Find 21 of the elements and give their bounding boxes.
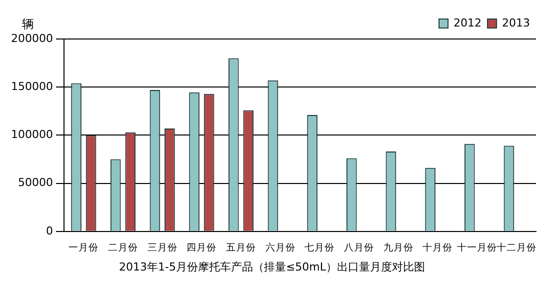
- y-tick-label: 0: [46, 224, 53, 238]
- legend-label: 2012: [454, 16, 482, 30]
- y-tick-label: 100000: [10, 128, 53, 142]
- y-tick-label: 200000: [10, 32, 53, 45]
- y-tick-label: 50000: [18, 176, 53, 190]
- y-tick-label: 150000: [10, 80, 53, 93]
- x-tick-label: 七月份: [304, 242, 335, 254]
- x-tick-label: 十一月份: [457, 242, 497, 254]
- text: 2013年1-5月份摩托车产品（排量≤50mL）出口量月度对比图: [118, 260, 426, 274]
- legend-label: 2013: [502, 16, 530, 30]
- y-axis-title: 辆: [22, 17, 34, 32]
- x-tick-label: 一月份: [68, 242, 99, 254]
- x-tick-label: 五月份: [226, 242, 256, 254]
- x-tick-label: 十二月份: [496, 242, 536, 254]
- x-tick-label: 二月份: [108, 242, 138, 254]
- x-tick-label: 三月份: [147, 242, 178, 254]
- x-tick-label: 八月份: [344, 242, 374, 254]
- x-tick-label: 四月份: [186, 242, 217, 254]
- x-tick-label: 十月份: [422, 242, 453, 254]
- x-tick-label: 六月份: [265, 242, 296, 254]
- x-tick-label: 九月份: [383, 242, 414, 254]
